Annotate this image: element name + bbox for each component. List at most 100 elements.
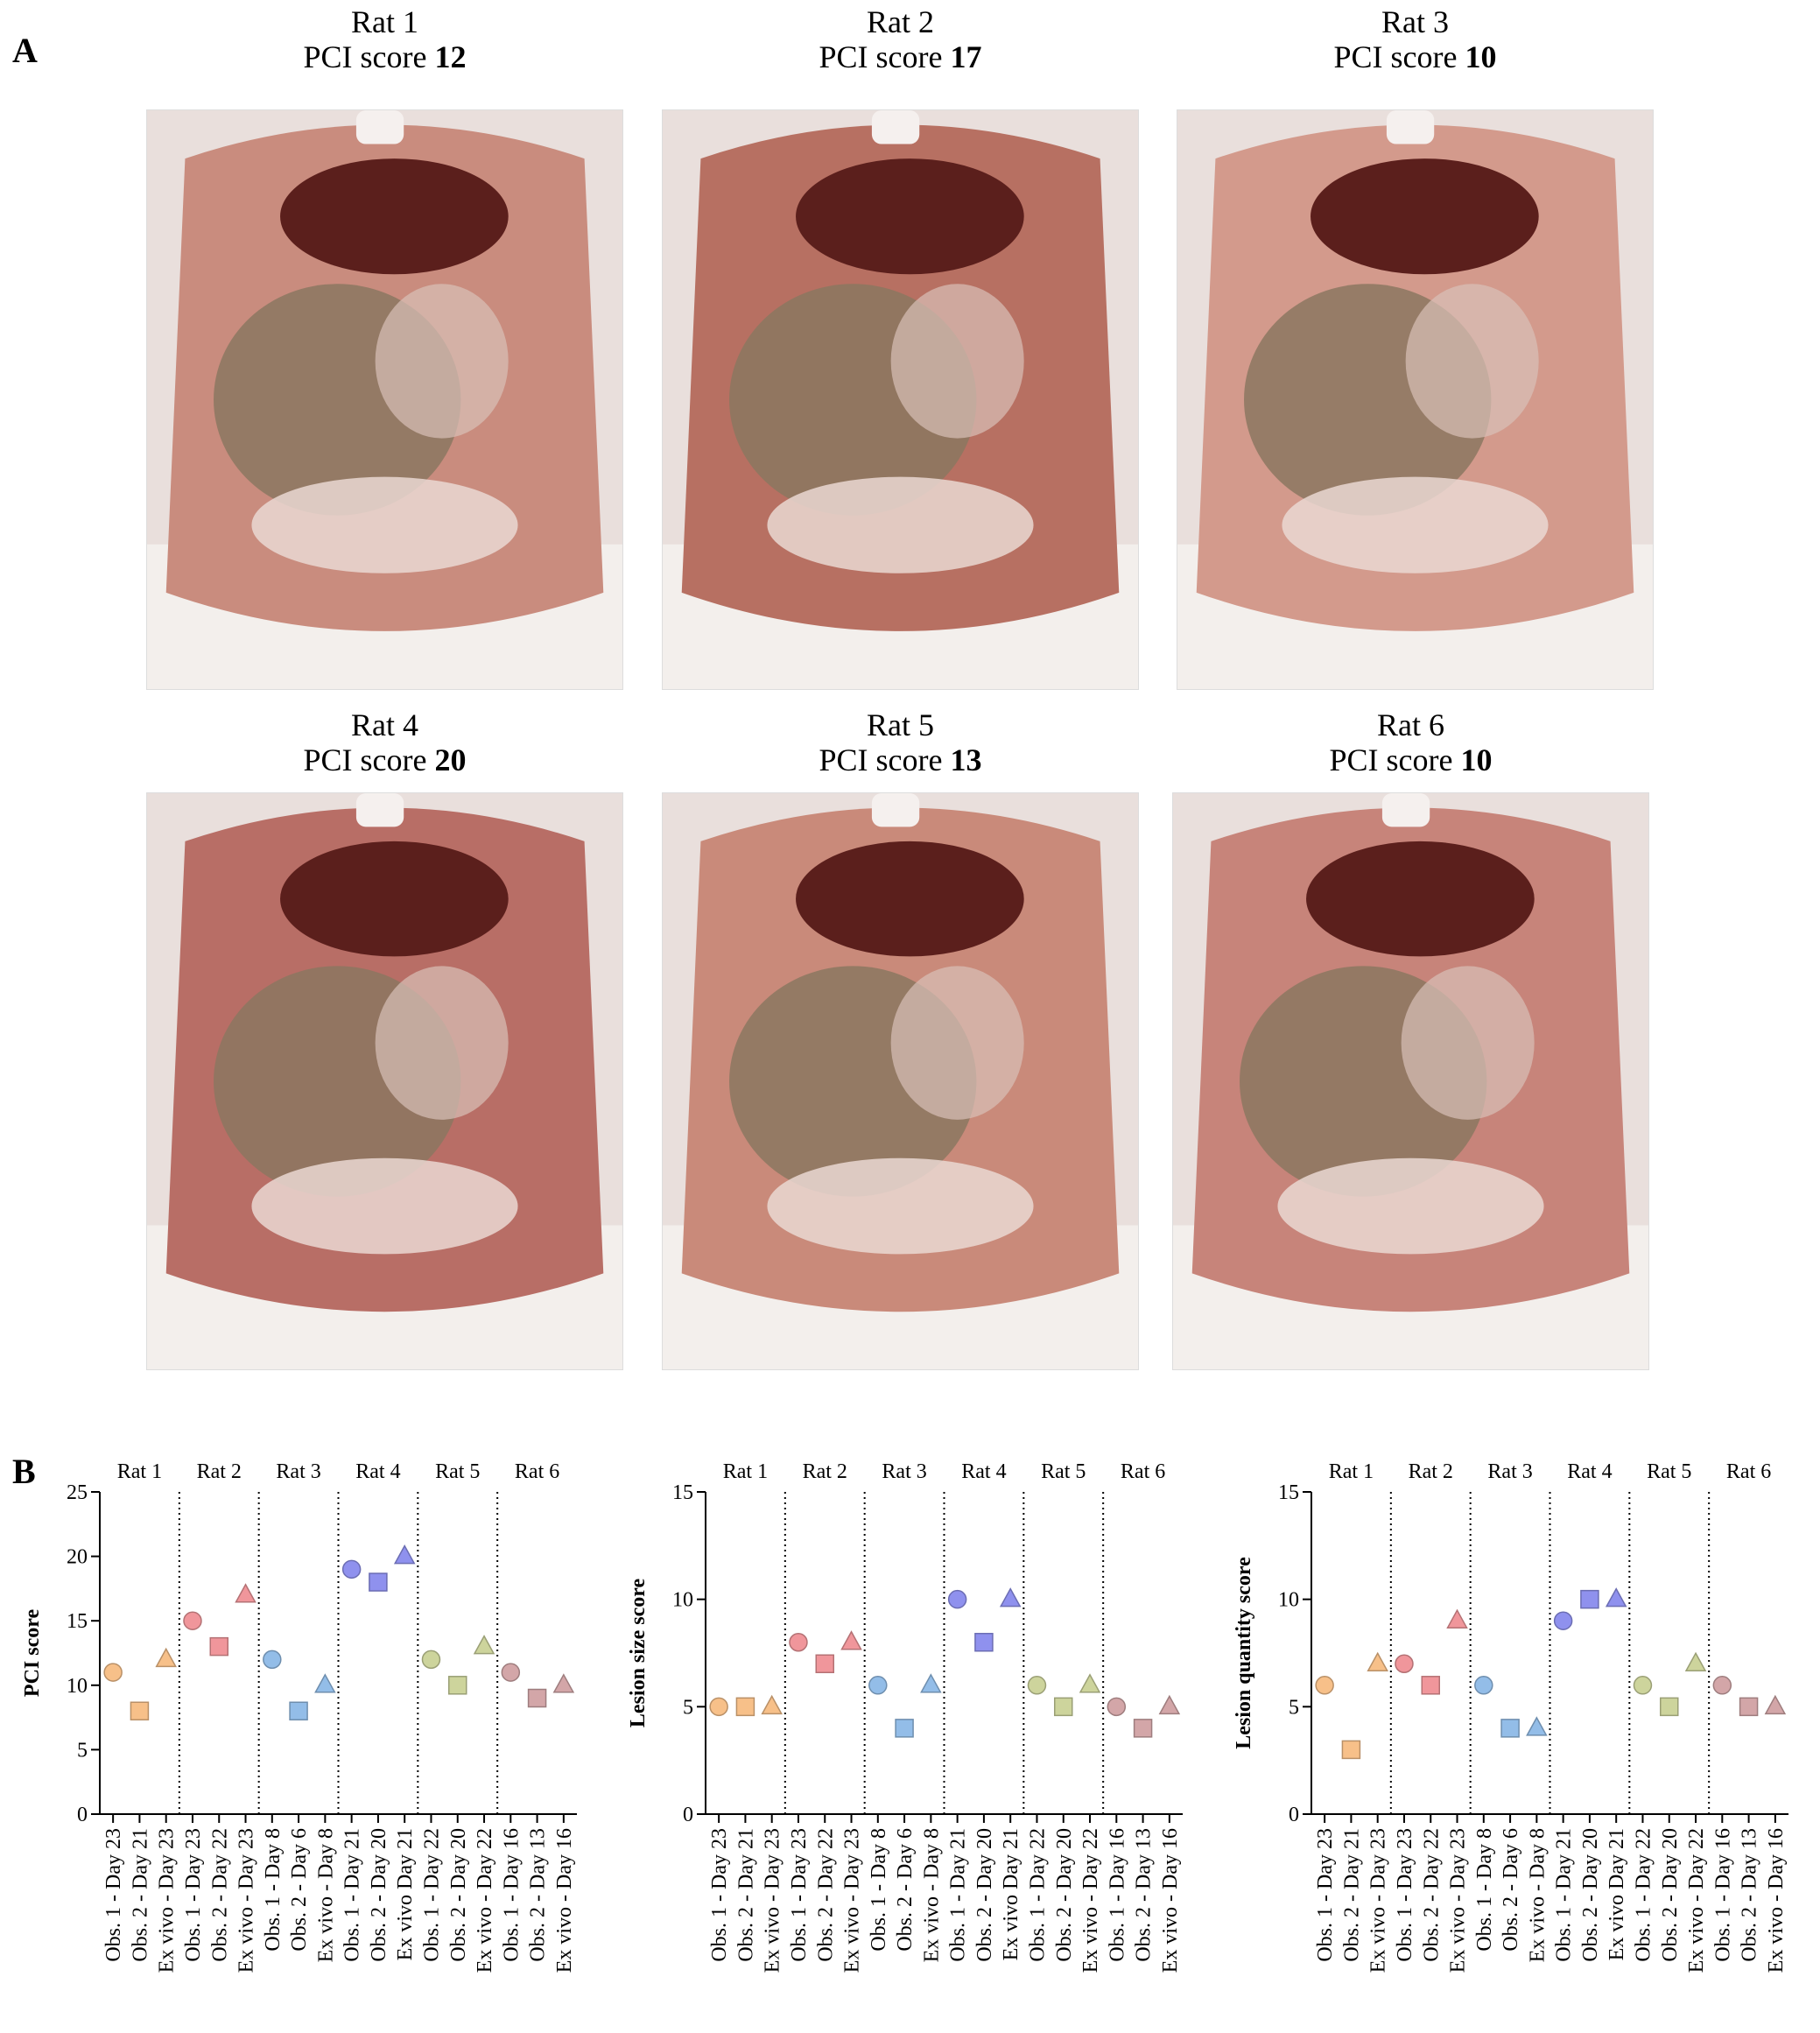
dissection-photo-illustration xyxy=(147,110,622,689)
rat-name: Rat 5 xyxy=(867,707,934,742)
x-tick-label: Ex vivo - Day 8 xyxy=(920,1828,943,1962)
group-label: Rat 5 xyxy=(435,1460,480,1483)
data-point-circle xyxy=(501,1663,521,1682)
data-point-circle xyxy=(183,1611,202,1630)
group-label: Rat 5 xyxy=(1041,1460,1086,1483)
data-point-square xyxy=(815,1654,834,1674)
x-tick-label: Obs. 1 - Day 22 xyxy=(1026,1828,1049,1962)
photo-title: Rat 5 PCI score 13 xyxy=(662,707,1139,777)
x-tick-label: Obs. 2 - Day 20 xyxy=(1659,1828,1682,1962)
group-label: Rat 2 xyxy=(1409,1460,1453,1483)
dissection-photo xyxy=(146,792,623,1370)
group-label: Rat 4 xyxy=(355,1460,400,1483)
x-tick-label: Obs. 1 - Day 8 xyxy=(868,1828,890,1952)
x-tick-label: Obs. 1 - Day 23 xyxy=(102,1828,125,1962)
data-point-circle xyxy=(1633,1676,1653,1695)
x-tick-label: Ex vivo Day 21 xyxy=(394,1828,417,1960)
data-point-square xyxy=(527,1688,547,1708)
x-tick-label: Obs. 2 - Day 20 xyxy=(1579,1828,1602,1962)
rat-photo-cell: Rat 4 PCI score 20 xyxy=(146,707,623,1370)
dissection-photo xyxy=(146,109,623,690)
x-tick-label: Obs. 2 - Day 13 xyxy=(1739,1828,1761,1962)
dissection-photo xyxy=(662,109,1139,690)
x-tick-label: Obs. 1 - Day 23 xyxy=(708,1828,731,1962)
rat-name: Rat 2 xyxy=(867,4,934,39)
x-tick-label: Obs. 2 - Day 21 xyxy=(129,1828,151,1962)
x-tick-label: Ex vivo - Day 16 xyxy=(1159,1828,1182,1973)
group-label: Rat 4 xyxy=(961,1460,1006,1483)
lesion-quantity-chart: 0 5 10 15 Lesion quantity score Rat 1 Rat 2 Rat… xyxy=(1213,1436,1820,2029)
y-tick-label: 10 xyxy=(672,1589,693,1612)
data-point-square xyxy=(1133,1719,1153,1738)
panel-label-b: B xyxy=(12,1452,36,1491)
data-point-triangle xyxy=(1367,1651,1388,1672)
group-label: Rat 6 xyxy=(515,1460,559,1483)
group-label: Rat 2 xyxy=(803,1460,847,1483)
data-point-triangle xyxy=(1158,1694,1181,1715)
data-point-square xyxy=(289,1701,308,1720)
x-tick-label: Ex vivo - Day 23 xyxy=(235,1828,258,1973)
x-tick-label: Obs. 1 - Day 21 xyxy=(1553,1828,1576,1962)
x-tick-label: Obs. 1 - Day 16 xyxy=(1711,1828,1734,1962)
x-tick-label: Obs. 1 - Day 23 xyxy=(182,1828,205,1962)
x-tick-label: Obs. 1 - Day 8 xyxy=(1473,1828,1496,1952)
data-point-circle xyxy=(341,1559,362,1579)
data-point-circle xyxy=(1395,1654,1414,1674)
score-value: 12 xyxy=(434,39,467,74)
group-label: Rat 6 xyxy=(1726,1460,1771,1483)
y-tick-label: 15 xyxy=(67,1610,88,1633)
y-axis-label: PCI score xyxy=(21,1609,44,1698)
dissection-photo-illustration xyxy=(1173,793,1648,1369)
x-tick-label: Ex vivo - Day 16 xyxy=(1765,1828,1788,1973)
group-label: Rat 1 xyxy=(723,1460,768,1483)
data-point-circle xyxy=(947,1589,967,1609)
x-tick-label: Obs. 1 - Day 21 xyxy=(947,1828,970,1962)
rat-photo-cell: Rat 6 PCI score 10 xyxy=(1172,707,1649,1370)
dissection-photo xyxy=(662,792,1139,1370)
data-point-square xyxy=(1341,1740,1361,1760)
x-tick-label: Obs. 2 - Day 6 xyxy=(288,1828,311,1952)
data-point-triangle xyxy=(393,1544,416,1565)
group-label: Rat 3 xyxy=(276,1460,320,1483)
data-point-square xyxy=(974,1632,994,1652)
y-tick-label: 15 xyxy=(1278,1481,1299,1504)
group-label: Rat 1 xyxy=(117,1460,162,1483)
x-tick-label: Obs. 1 - Day 8 xyxy=(262,1828,285,1952)
rat-photo-cell: Rat 2 PCI score 17 xyxy=(662,4,1139,690)
x-tick-label: Ex vivo - Day 23 xyxy=(1367,1828,1390,1973)
pci-score-chart: 0 5 10 15 20 25 PCI score Rat 1 Rat 2 Rat 3 Rat 4 R… xyxy=(0,1436,607,2029)
x-tick-label: Ex vivo - Day 22 xyxy=(474,1828,496,1973)
data-point-triangle xyxy=(999,1587,1022,1607)
group-label: Rat 3 xyxy=(882,1460,926,1483)
score-value: 20 xyxy=(434,742,467,777)
data-point-triangle xyxy=(473,1635,495,1655)
data-point-circle xyxy=(709,1697,728,1717)
x-tick-label: Ex vivo - Day 23 xyxy=(1447,1828,1470,1973)
dissection-photo-illustration xyxy=(147,793,622,1369)
lesion-size-chart: 0 5 10 15 Lesion size score Rat 1 Rat 2 Rat 3 Ra… xyxy=(607,1436,1213,2029)
pci-score-line: PCI score 17 xyxy=(662,39,1139,74)
data-point-square xyxy=(1054,1697,1073,1717)
data-point-circle xyxy=(1315,1676,1334,1695)
group-label: Rat 2 xyxy=(197,1460,242,1483)
y-tick-label: 10 xyxy=(67,1675,88,1698)
score-value: 13 xyxy=(950,742,982,777)
rat-name: Rat 3 xyxy=(1381,4,1449,39)
x-tick-label: Obs. 2 - Day 20 xyxy=(368,1828,390,1962)
x-tick-label: Obs. 2 - Day 21 xyxy=(1340,1828,1363,1962)
x-tick-label: Obs. 1 - Day 22 xyxy=(1632,1828,1655,1962)
data-point-triangle xyxy=(840,1630,862,1650)
data-point-circle xyxy=(1712,1676,1732,1695)
data-point-circle xyxy=(421,1650,441,1670)
data-point-triangle xyxy=(1605,1587,1627,1607)
data-point-triangle xyxy=(552,1673,575,1693)
y-tick-label: 0 xyxy=(1289,1804,1299,1826)
data-point-circle xyxy=(103,1663,123,1682)
data-point-square xyxy=(1660,1697,1679,1717)
data-point-circle xyxy=(1553,1611,1573,1630)
data-point-triangle xyxy=(235,1583,256,1603)
photo-title: Rat 4 PCI score 20 xyxy=(146,707,623,777)
x-tick-label: Obs. 2 - Day 22 xyxy=(1420,1828,1443,1962)
data-point-triangle xyxy=(314,1673,336,1693)
pci-score-line: PCI score 10 xyxy=(1172,742,1649,777)
